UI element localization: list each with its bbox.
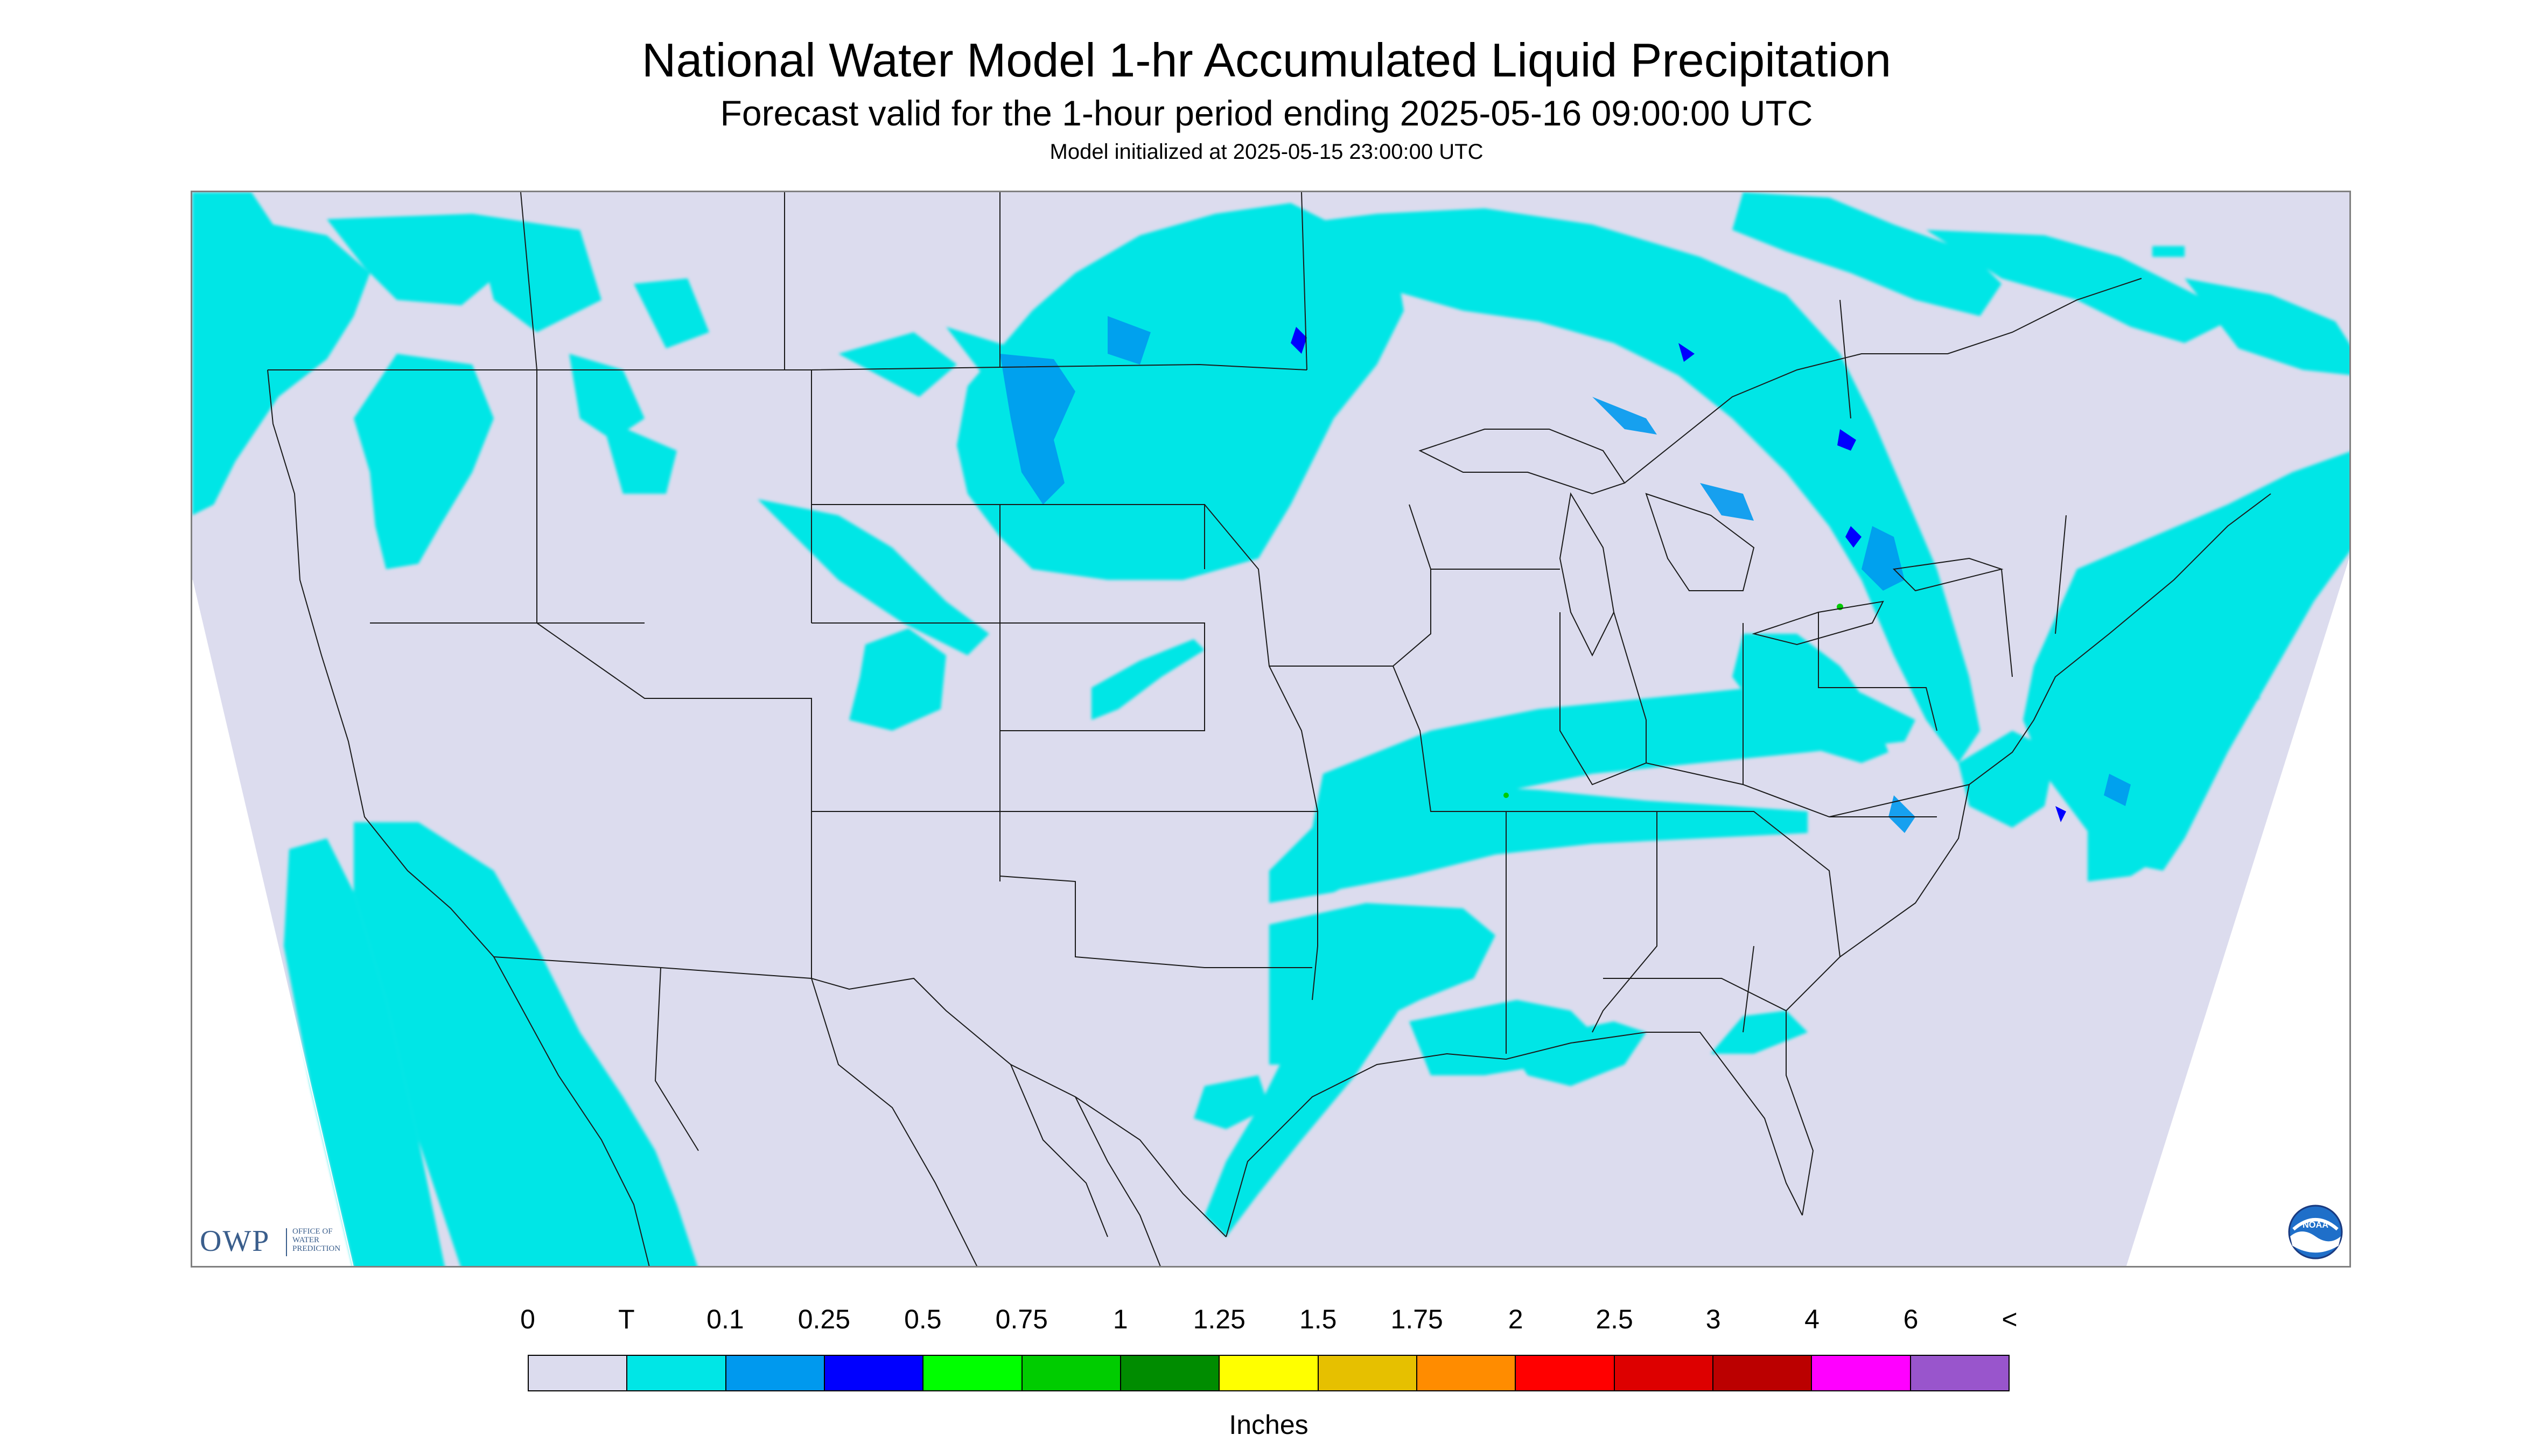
map-title: National Water Model 1-hr Accumulated Li…	[641, 33, 1892, 87]
precipitation-map: OWP OFFICE OF WATER PREDICTION NOAA	[191, 191, 2351, 1268]
precip-0.25-areas	[1291, 327, 2066, 822]
legend-label: 0.75	[995, 1304, 1048, 1334]
legend-label: 0	[520, 1304, 535, 1334]
legend-swatch	[1713, 1356, 1813, 1390]
noaa-logo: NOAA	[2288, 1205, 2343, 1259]
legend-swatch	[1417, 1356, 1516, 1390]
legend-label: 1.75	[1390, 1304, 1443, 1334]
legend-swatch	[1220, 1356, 1319, 1390]
legend-label: 1.25	[1193, 1304, 1245, 1334]
legend-swatch	[1911, 1356, 2009, 1390]
legend-swatch	[1516, 1356, 1615, 1390]
precip-trace-areas	[192, 192, 2349, 1266]
legend-label: 0.5	[904, 1304, 942, 1334]
legend-swatch	[1318, 1356, 1417, 1390]
legend-label: 4	[1804, 1304, 1820, 1334]
legend-label: 1	[1112, 1304, 1128, 1334]
legend-swatch	[824, 1356, 924, 1390]
domain-edge	[192, 579, 354, 1266]
legend-label: 6	[1903, 1304, 1919, 1334]
legend-label: <	[2002, 1304, 2018, 1334]
owp-logo-text: OFFICE OF WATER PREDICTION	[292, 1227, 341, 1253]
owp-logo-divider	[286, 1228, 287, 1256]
legend-label: 0.25	[797, 1304, 851, 1334]
legend-swatch	[1614, 1356, 1713, 1390]
owp-logo: OWP OFFICE OF WATER PREDICTION	[200, 1223, 372, 1261]
map-subtitle: Forecast valid for the 1-hour period end…	[720, 93, 1813, 133]
legend-label: 0.1	[706, 1304, 744, 1334]
state-and-coast-boundaries	[267, 192, 2271, 1266]
legend-swatch	[1022, 1356, 1121, 1390]
legend-label: 2.5	[1596, 1304, 1633, 1334]
legend-label: 1.5	[1299, 1304, 1337, 1334]
legend-swatch	[627, 1356, 726, 1390]
owp-logo-letters: OWP	[200, 1224, 270, 1258]
precip-0.1-areas	[1000, 316, 2131, 833]
legend-label: 3	[1705, 1304, 1721, 1334]
noaa-logo-text: NOAA	[2303, 1220, 2328, 1230]
legend-color-bar	[528, 1355, 2010, 1391]
legend-units-label: Inches	[1229, 1410, 1309, 1440]
legend-swatch	[1121, 1356, 1220, 1390]
model-init-text: Model initialized at 2025-05-15 23:00:00…	[1049, 140, 1484, 164]
legend-swatch	[923, 1356, 1023, 1390]
legend-swatch	[726, 1356, 825, 1390]
legend-swatch	[1812, 1356, 1911, 1390]
legend-label: T	[618, 1304, 635, 1334]
map-canvas	[192, 192, 2349, 1266]
legend-swatch	[529, 1356, 628, 1390]
legend-label: 2	[1508, 1304, 1523, 1334]
precipitation-legend: 0 T 0.1 0.25 0.5 0.75 1 1.25 1.5 1.75 2 2.5 3 4 6 < Inc…	[520, 1303, 2018, 1440]
